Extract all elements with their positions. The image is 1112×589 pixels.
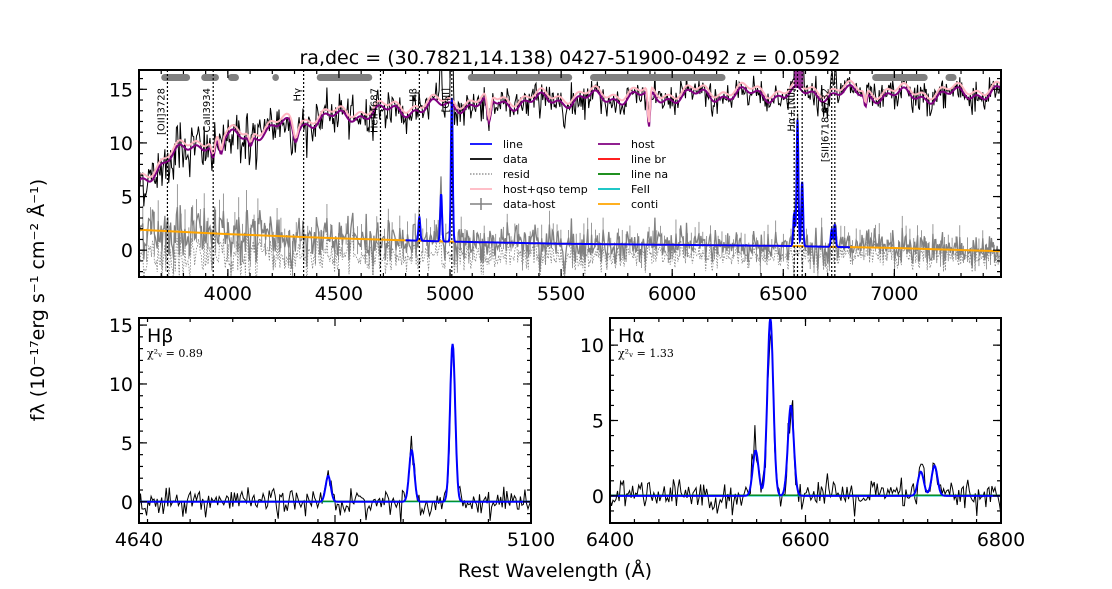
- panel2-ytick-label: 10: [580, 335, 604, 357]
- top-xtick-label: 7000: [870, 283, 918, 305]
- continuum-window: [945, 74, 957, 81]
- panel-data-series: [139, 349, 531, 523]
- panel-line-series: [610, 318, 1001, 497]
- legend-label: line: [503, 138, 523, 151]
- panel1-xtick-label: 4870: [311, 529, 359, 551]
- host-qso-temp-series: [139, 79, 1001, 179]
- panel2-ytick-label: 5: [592, 411, 604, 433]
- legend-label: FeII: [631, 183, 650, 196]
- continuum-window: [872, 74, 928, 81]
- x-axis-label: Rest Wavelength (Å): [458, 559, 652, 582]
- y-axis-label: fλ (10⁻¹⁷erg s⁻¹ cm⁻² Å⁻¹): [26, 179, 49, 421]
- panel-line-series: [139, 343, 531, 503]
- top-xtick-label: 4000: [204, 283, 252, 305]
- legend-label: host: [631, 138, 655, 151]
- top-xtick-label: 6500: [759, 283, 807, 305]
- line-marker-label: [OII]3728: [156, 88, 167, 135]
- panel1-ytick-label: 10: [109, 374, 133, 396]
- panel2-xtick-label: 6400: [586, 529, 634, 551]
- panel-label: Hα: [618, 325, 645, 347]
- top-xtick-label: 6000: [648, 283, 696, 305]
- panel1-ytick-label: 0: [121, 492, 133, 514]
- top-plot-area: [139, 70, 1001, 277]
- line-marker-label: CaII3934: [202, 88, 213, 132]
- panel-label: Hβ: [147, 325, 173, 347]
- continuum-window: [589, 74, 726, 81]
- line-marker-label: [OIII]: [441, 88, 452, 113]
- panel2-frame: [609, 317, 1002, 524]
- panel1-ytick-label: 15: [109, 315, 133, 337]
- line-marker-label: HeII4687: [369, 88, 380, 133]
- line-na-series: [405, 97, 850, 248]
- legend-label: line br: [631, 153, 666, 166]
- continuum-window: [201, 74, 219, 81]
- panel-chi2: χ²ᵥ = 0.89: [147, 347, 203, 360]
- top-ytick-label: 5: [121, 187, 133, 209]
- top-ytick-label: 10: [109, 133, 133, 155]
- continuum-window: [467, 74, 573, 81]
- top-ytick-label: 0: [121, 240, 133, 262]
- legend-label: host+qso temp: [503, 183, 588, 196]
- top-frame: [138, 69, 1002, 278]
- legend-label: line na: [631, 168, 668, 181]
- panel2-xtick-label: 6600: [781, 529, 829, 551]
- line-marker-label: Hβ: [408, 88, 419, 102]
- panel-chi2: χ²ᵥ = 1.33: [618, 347, 674, 360]
- panel1-ytick-label: 5: [121, 433, 133, 455]
- host-series: [139, 84, 1001, 183]
- top-xtick-label: 5000: [426, 283, 474, 305]
- panel2-ytick-label: 0: [592, 486, 604, 508]
- legend-label: resid: [503, 168, 530, 181]
- halpha-host-band: [794, 70, 804, 88]
- top-xtick-label: 4500: [315, 283, 363, 305]
- continuum-window: [227, 74, 239, 81]
- figure-title: ra,dec = (30.7821,14.138) 0427-51900-049…: [300, 47, 841, 69]
- continuum-window: [161, 74, 191, 81]
- panel1-frame: [138, 317, 532, 524]
- top-ytick-label: 15: [109, 79, 133, 101]
- legend-label: conti: [631, 198, 658, 211]
- panel-plot-area: [139, 343, 531, 523]
- legend: line data resid host+qso temp data-host host l…: [470, 138, 668, 211]
- panel2-xtick-label: 6800: [977, 529, 1025, 551]
- continuum-window: [272, 74, 279, 81]
- panel1-xtick-label: 4640: [115, 529, 163, 551]
- top-xtick-label: 5500: [537, 283, 585, 305]
- line-series: [405, 97, 850, 249]
- legend-label: data: [503, 153, 528, 166]
- legend-label: data-host: [503, 198, 556, 211]
- line-marker-label: Hα+[NII]: [786, 88, 797, 132]
- resid-series: [139, 230, 1001, 277]
- line-marker-label: [SII]6718,6732: [821, 88, 832, 162]
- continuum-window: [316, 74, 373, 81]
- top-panel-full-spectrum: [OII]3728 CaII3934 Hγ HeII4687 Hβ [OIII] Hα+[N…: [109, 69, 1002, 305]
- panel1-xtick-label: 5100: [507, 529, 555, 551]
- panel-plot-area: [610, 318, 1001, 517]
- line-marker-label: Hγ: [293, 88, 304, 102]
